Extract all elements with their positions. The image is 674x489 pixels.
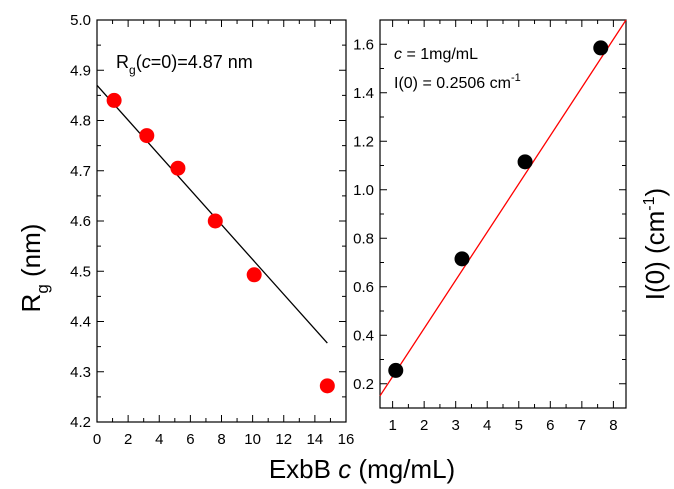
right-y-tick-label: 0.4 xyxy=(353,327,374,344)
left-y-tick-label: 4.5 xyxy=(70,263,91,280)
left-annotation-rest: =0)=4.87 nm xyxy=(151,52,253,72)
right-panel: 1 2 3 4 5 6 7 8 0.2 0.4 0.6 0.8 1.0 1.2 1.4 1.6 c = 1m… xyxy=(353,19,670,434)
left-y-axis-title-main: R xyxy=(16,294,46,313)
right-fit-line xyxy=(379,19,627,397)
right-annotation-line1: c = 1mg/mL xyxy=(394,46,478,63)
right-x-tick-label: 1 xyxy=(388,417,396,434)
right-data-points xyxy=(388,40,609,378)
right-annotation-conc: = 1mg/mL xyxy=(402,46,478,63)
right-x-tick-labels: 1 2 3 4 5 6 7 8 xyxy=(388,417,617,434)
left-x-tick-label: 8 xyxy=(217,431,225,448)
left-annotation-var: c xyxy=(142,52,151,72)
x-axis-title-var: c xyxy=(338,454,351,484)
left-x-tick-label: 4 xyxy=(155,431,163,448)
right-data-point xyxy=(517,154,533,170)
left-x-tick-label: 12 xyxy=(275,431,292,448)
right-y-axis-title-main: I(0) (cm xyxy=(640,211,670,301)
right-annotation-line2: I(0) = 0.2506 cm-1 xyxy=(394,72,521,92)
left-x-tick-labels: 0 2 4 6 8 10 12 14 16 xyxy=(93,431,355,448)
left-x-tick-label: 0 xyxy=(93,431,101,448)
right-data-point xyxy=(388,362,404,378)
left-x-tick-label: 14 xyxy=(307,431,324,448)
left-x-tick-label: 16 xyxy=(338,431,355,448)
left-y-tick-label: 4.8 xyxy=(70,113,91,130)
right-ticks xyxy=(380,20,626,408)
left-x-tick-label: 2 xyxy=(124,431,132,448)
left-y-tick-label: 4.4 xyxy=(70,314,91,331)
right-y-tick-label: 1.6 xyxy=(353,36,374,53)
right-y-tick-labels: 0.2 0.4 0.6 0.8 1.0 1.2 1.4 1.6 xyxy=(353,36,374,393)
left-panel: 0 2 4 6 8 10 12 14 16 4.2 4.3 4.4 4.5 4.6 4.7 4.8 4.9 5.… xyxy=(16,12,354,448)
left-annotation: Rg(c=0)=4.87 nm xyxy=(116,52,253,77)
left-y-tick-label: 5.0 xyxy=(70,12,91,29)
left-y-tick-label: 4.2 xyxy=(70,414,91,431)
left-y-axis-title: Rg (nm) xyxy=(16,224,52,313)
left-data-point xyxy=(106,92,122,108)
right-y-tick-label: 1.2 xyxy=(353,133,374,150)
right-x-tick-label: 7 xyxy=(578,417,586,434)
left-y-tick-label: 4.9 xyxy=(70,62,91,79)
right-y-axis-title-close: ) xyxy=(640,188,670,197)
right-x-tick-label: 3 xyxy=(452,417,460,434)
right-x-tick-label: 8 xyxy=(609,417,617,434)
x-axis-title-suffix: (mg/mL) xyxy=(351,454,455,484)
left-y-axis-title-unit: (nm) xyxy=(16,224,46,285)
right-data-point xyxy=(593,40,609,56)
right-data-point xyxy=(454,251,470,267)
right-y-tick-label: 0.6 xyxy=(353,279,374,296)
x-axis-title-prefix: ExbB xyxy=(269,454,338,484)
left-y-tick-label: 4.6 xyxy=(70,213,91,230)
right-y-tick-label: 1.0 xyxy=(353,182,374,199)
right-y-tick-label: 1.4 xyxy=(353,85,374,102)
right-y-tick-label: 0.8 xyxy=(353,230,374,247)
left-y-tick-label: 4.3 xyxy=(70,364,91,381)
left-data-points xyxy=(106,92,335,394)
left-data-point xyxy=(207,213,223,229)
right-x-tick-label: 6 xyxy=(546,417,554,434)
right-annotation-sup: -1 xyxy=(511,72,521,84)
right-y-tick-label: 0.2 xyxy=(353,376,374,393)
left-data-point xyxy=(170,160,186,176)
left-ticks xyxy=(96,19,347,423)
right-y-axis-title: I(0) (cm-1) xyxy=(640,188,670,300)
x-axis-title: ExbB c (mg/mL) xyxy=(269,454,455,484)
left-x-tick-label: 6 xyxy=(186,431,194,448)
left-data-point xyxy=(246,267,262,283)
right-annotation-var: c xyxy=(394,46,402,63)
left-annotation-paren: ( xyxy=(136,52,142,72)
right-annotation-i0: I(0) = 0.2506 cm xyxy=(394,75,511,92)
left-y-axis-title-sub: g xyxy=(33,284,52,293)
left-data-point xyxy=(139,128,155,144)
left-data-point xyxy=(319,378,335,394)
left-annotation-prefix: R xyxy=(116,52,129,72)
left-x-tick-label: 10 xyxy=(244,431,261,448)
right-y-axis-title-sup: -1 xyxy=(641,196,658,210)
right-x-tick-label: 2 xyxy=(420,417,428,434)
right-x-tick-label: 5 xyxy=(515,417,523,434)
left-annotation-sub: g xyxy=(129,63,136,77)
right-x-tick-label: 4 xyxy=(483,417,491,434)
left-y-tick-labels: 4.2 4.3 4.4 4.5 4.6 4.7 4.8 4.9 5.0 xyxy=(70,12,91,431)
left-y-tick-label: 4.7 xyxy=(70,163,91,180)
